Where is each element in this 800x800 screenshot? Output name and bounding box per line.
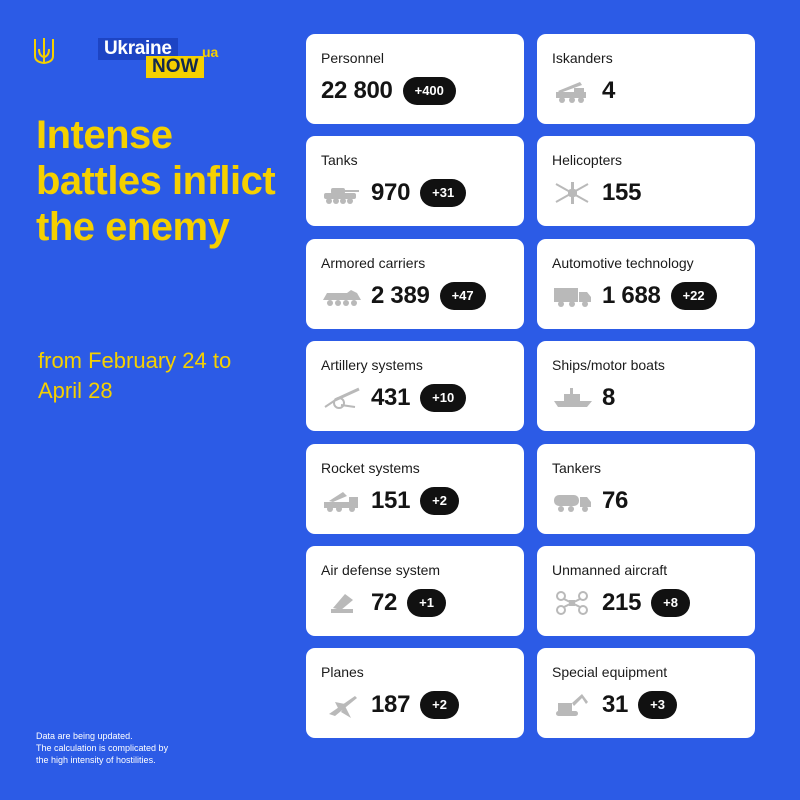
headline: Intense battles inflict the enemy (36, 113, 276, 249)
stat-delta-badge: +400 (402, 77, 456, 105)
stat-value-row: 215 +8 (552, 588, 690, 618)
excavator-icon (552, 692, 594, 718)
stat-value-row: 76 (552, 486, 628, 516)
stat-card: Unmanned aircraft 215 +8 (537, 546, 755, 636)
drone-icon (552, 590, 594, 616)
stat-value: 72 (371, 589, 398, 616)
footnote-line: Data are being updated. (36, 731, 133, 741)
stat-delta-badge: +8 (651, 589, 690, 617)
stat-value-row: 8 (552, 383, 615, 413)
stat-value: 31 (602, 691, 629, 718)
stat-value-row: 22 800 +400 (321, 76, 456, 106)
stat-value-row: 970 +31 (321, 178, 467, 208)
stat-value-row: 431 +10 (321, 383, 467, 413)
air-defense-icon (321, 590, 363, 616)
stat-value-row: 187 +2 (321, 690, 459, 720)
stat-card: Planes 187 +2 (306, 648, 524, 738)
stat-value-row: 4 (552, 76, 615, 106)
logo-suffix-ua: ua (202, 44, 219, 60)
stat-value: 151 (371, 487, 411, 514)
stat-value: 4 (602, 77, 616, 104)
stat-value: 215 (602, 589, 642, 616)
helicopter-icon (552, 180, 594, 206)
footnote-line: The calculation is complicated by (36, 743, 169, 753)
stat-value-row: 151 +2 (321, 486, 459, 516)
stat-delta-badge: +1 (407, 589, 446, 617)
stat-card: Rocket systems 151 +2 (306, 444, 524, 534)
stat-value-row: 155 (552, 178, 641, 208)
stat-card: Personnel 22 800 +400 (306, 34, 524, 124)
stat-value-row: 1 688 +22 (552, 281, 717, 311)
stat-label: Special equipment (552, 664, 668, 680)
stat-label: Artillery systems (321, 357, 423, 373)
stat-delta-badge: +3 (638, 691, 677, 719)
stat-card: Special equipment 31 +3 (537, 648, 755, 738)
stat-label: Personnel (321, 50, 385, 66)
date-range: from February 24 to April 28 (38, 348, 232, 403)
stat-card: Air defense system 72 +1 (306, 546, 524, 636)
stat-value-row: 72 +1 (321, 588, 446, 618)
footnote: Data are being updated. The calculation … (36, 730, 256, 766)
footnote-line: the high intensity of hostilities. (36, 755, 156, 765)
stat-value: 2 389 (371, 282, 430, 309)
trident-icon (34, 38, 54, 64)
stat-card: Helicopters 155 (537, 136, 755, 226)
stat-label: Tankers (552, 460, 602, 476)
stat-delta-badge: +31 (420, 179, 467, 207)
stat-delta-badge: +22 (670, 282, 717, 310)
stat-card: Automotive technology 1 688 +22 (537, 239, 755, 329)
stat-label: Air defense system (321, 562, 441, 578)
tank-icon (321, 180, 363, 206)
stat-delta-badge: +2 (420, 691, 459, 719)
stat-value-row: 2 389 +47 (321, 281, 486, 311)
stat-label: Armored carriers (321, 255, 426, 271)
missile-launcher-icon (552, 78, 594, 104)
stat-card: Iskanders 4 (537, 34, 755, 124)
stat-label: Unmanned aircraft (552, 562, 668, 578)
armored-carrier-icon (321, 283, 363, 309)
stat-value-row: 31 +3 (552, 690, 677, 720)
stat-delta-badge: +2 (420, 487, 459, 515)
stat-delta-badge: +10 (420, 384, 467, 412)
stat-card: Armored carriers 2 389 +47 (306, 239, 524, 329)
stat-label: Automotive technology (552, 255, 694, 271)
stat-label: Iskanders (552, 50, 613, 66)
ship-icon (552, 385, 594, 411)
stat-value: 155 (602, 179, 642, 206)
stat-label: Helicopters (552, 152, 623, 168)
stat-label: Rocket systems (321, 460, 420, 476)
stat-delta-badge: +47 (439, 282, 486, 310)
stat-card: Ships/motor boats 8 (537, 341, 755, 431)
stat-card: Artillery systems 431 +10 (306, 341, 524, 431)
stat-label: Ships/motor boats (552, 357, 665, 373)
rocket-launcher-icon (321, 488, 363, 514)
stat-value: 1 688 (602, 282, 661, 309)
stat-value: 431 (371, 384, 411, 411)
stat-label: Tanks (321, 152, 358, 168)
stat-value: 22 800 (321, 77, 393, 104)
stat-value: 8 (602, 384, 616, 411)
stat-label: Planes (321, 664, 364, 680)
stat-value: 76 (602, 487, 629, 514)
stat-card: Tankers 76 (537, 444, 755, 534)
stat-value: 187 (371, 691, 411, 718)
ukraine-now-logo: Ukraine NOW ua (98, 38, 224, 80)
logo-word-ukraine: Ukraine (98, 38, 178, 60)
stat-card: Tanks 970 +31 (306, 136, 524, 226)
tanker-truck-icon (552, 488, 594, 514)
artillery-icon (321, 385, 363, 411)
logo-word-now: NOW (146, 56, 205, 78)
truck-icon (552, 283, 594, 309)
stat-value: 970 (371, 179, 411, 206)
plane-icon (321, 692, 363, 718)
